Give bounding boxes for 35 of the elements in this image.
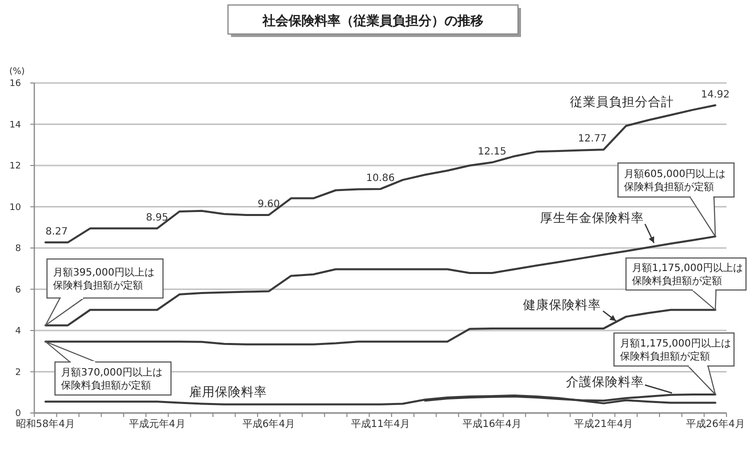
y-axis-title: (%) — [9, 67, 25, 77]
annotation: 月額370,000円以上は保険料負担額が定額 — [61, 366, 162, 392]
legend-label: 介護保険料率 — [566, 374, 644, 389]
data-label: 8.27 — [45, 226, 68, 238]
y-tick-label: 0 — [15, 409, 22, 420]
y-tick-label: 16 — [10, 79, 22, 90]
x-tick-label: 平成元年4月 — [128, 418, 186, 430]
x-tick-label: 平成16年4月 — [462, 418, 522, 430]
annotation: 月額605,000円以上は保険料負担額が定額 — [624, 168, 726, 194]
annotation: 月額395,000円以上は保険料負担額が定額 — [53, 266, 154, 292]
y-tick-label: 10 — [10, 202, 22, 213]
data-label: 9.60 — [258, 199, 280, 210]
data-label: 14.92 — [701, 89, 730, 100]
y-tick-label: 6 — [15, 285, 22, 296]
y-tick-label: 2 — [15, 368, 21, 378]
y-tick-label: 8 — [15, 244, 22, 254]
series-label: 健康保険料率 — [523, 297, 601, 312]
series-label: 厚生年金保険料率 — [540, 210, 644, 225]
x-tick-label: 平成26年4月 — [686, 418, 745, 430]
y-tick-label: 12 — [10, 162, 21, 172]
annotation: 月額1,175,000円以上は保険料負担額が定額 — [620, 338, 731, 363]
series-label: 従業員負担分合計 — [570, 94, 674, 109]
data-label: 8.95 — [146, 212, 168, 224]
x-tick-label: 昭和58年4月 — [16, 418, 76, 430]
x-tick-label: 平成11年4月 — [350, 418, 410, 430]
x-tick-label: 平成21年4月 — [574, 418, 634, 430]
annotation: 月額1,175,000円以上は保険料負担額が定額 — [632, 262, 743, 288]
chart-title: 社会保険料率（従業員負担分）の推移 — [262, 13, 484, 29]
data-label: 10.86 — [366, 173, 395, 184]
data-label: 12.77 — [578, 134, 607, 145]
y-tick-label: 4 — [15, 326, 22, 337]
series-label: 雇用保険料率 — [189, 384, 267, 399]
data-label: 12.15 — [478, 146, 506, 158]
y-tick-label: 14 — [10, 120, 22, 130]
x-tick-label: 平成6年4月 — [242, 418, 296, 430]
